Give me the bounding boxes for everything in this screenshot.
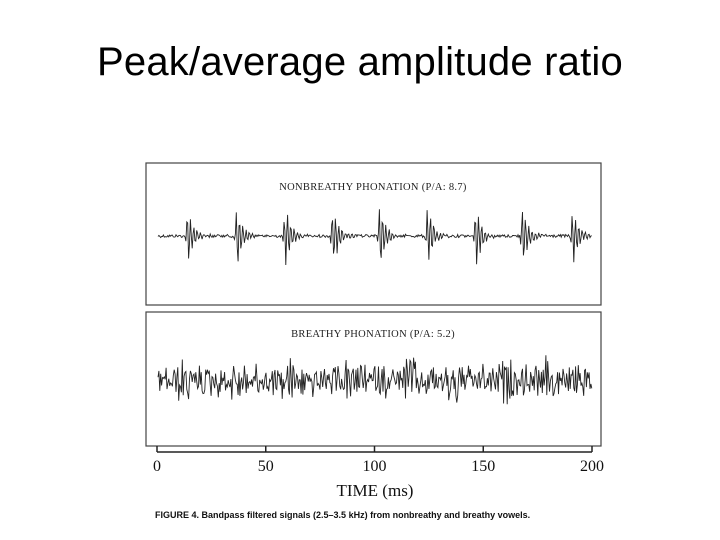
x-axis-ticks: 0 50 100 150 200 <box>153 446 604 475</box>
x-tick-label: 0 <box>153 458 161 475</box>
x-axis-label: TIME (ms) <box>337 481 414 500</box>
waveform-breathy <box>157 355 593 405</box>
x-tick-label: 150 <box>471 458 495 475</box>
x-tick-label: 50 <box>258 458 274 475</box>
figure-caption: FIGURE 4. Bandpass filtered signals (2.5… <box>155 510 530 520</box>
panel-label-nonbreathy: NONBREATHY PHONATION (P/A: 8.7) <box>279 182 467 193</box>
panel-frame-breathy <box>145 311 602 447</box>
waveform-nonbreathy <box>157 209 592 266</box>
panel-frame-nonbreathy <box>145 162 602 306</box>
panel-label-breathy: BREATHY PHONATION (P/A: 5.2) <box>291 329 455 340</box>
slide-title: Peak/average amplitude ratio <box>97 40 623 84</box>
x-tick-label: 200 <box>580 458 604 475</box>
x-tick-label: 100 <box>363 458 387 475</box>
